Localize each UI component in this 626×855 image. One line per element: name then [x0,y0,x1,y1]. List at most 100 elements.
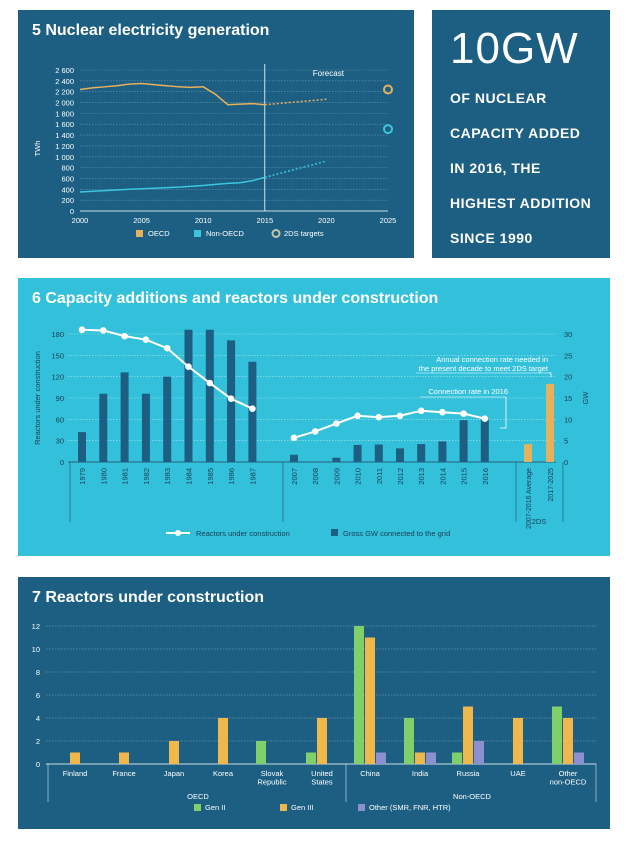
y-tick-label: 6 [36,691,40,700]
reactors-point [417,407,425,415]
x-tick-label: China [360,769,380,778]
highlight-line-5: SINCE 1990 [450,230,533,246]
y-tick-label: 400 [61,185,74,194]
x-tick-label: 1983 [163,468,172,485]
capacity-highlight-panel: 10GW OF NUCLEAR CAPACITY ADDED IN 2016, … [432,10,610,258]
panel6-title: 6 Capacity additions and reactors under … [32,290,439,307]
y-left-tick-label: 180 [51,330,64,339]
forecast-label: Forecast [313,69,345,78]
reactors-line-2007-2016 [293,409,486,439]
gw-bar [141,393,150,462]
bar-other [426,752,436,764]
target-bar [546,383,554,462]
x-tick-label: Other non-OECD [550,769,587,787]
y-left-tick-label: 90 [56,394,64,403]
legend-label-other: Other (SMR, FNR, HTR) [369,803,451,812]
y-left-tick-label: 150 [51,351,64,360]
y-left-tick-label: 60 [56,415,64,424]
reactors-point [375,413,383,421]
x-tick-label: 2010 [195,216,212,225]
y-right-tick-label: 10 [564,415,572,424]
gw-bar [438,441,447,462]
x-tick-label: 1982 [142,468,151,485]
y-left-tick-label: 0 [60,458,64,467]
reactors-point [249,405,256,412]
y-tick-label: 1 400 [55,131,74,140]
x-tick-label: 1984 [185,468,194,485]
bar-other [574,752,584,764]
bar-gen2 [404,718,414,764]
bar-gen2 [306,752,316,764]
y-right-axis-label: GW [581,391,590,405]
bar-gen2 [452,752,462,764]
annotation-pointer [500,397,507,429]
panel7-title: 7 Reactors under construction [32,589,265,606]
capacity-additions-chart: 0 30 60 90 120 150 180 0 5 10 15 20 25 30 Reactors und… [33,326,590,538]
reactors-point [439,408,446,416]
x-tick-label: 1986 [227,468,236,485]
reactors-point [481,415,489,422]
target-bar [524,444,532,462]
group-label-non-oecd: Non-OECD [453,792,492,801]
x-tick-label: 1979 [78,468,87,485]
x-tick-label: United States [311,769,333,787]
x-tick-label: 2015 [460,468,469,485]
reactors-construction-panel: 7 Reactors under construction 0 2 4 6 8 10 12 F… [18,577,610,829]
gw-bar [205,329,214,462]
y-left-tick-label: 30 [56,437,64,446]
target-group-label: 2DS [532,517,547,526]
target-tick-label: 2017-2025 [548,468,555,502]
y-right-tick-label: 0 [564,458,568,467]
reactors-point [142,336,150,343]
legend-swatch-non-oecd [194,230,201,237]
x-tick-label: Japan [164,769,184,778]
y-tick-label: 600 [61,174,74,183]
y-tick-label: 1 000 [55,153,74,162]
gw-bar [353,444,362,462]
x-tick-label: 2012 [396,468,405,485]
reactors-point [396,412,404,420]
reactors-point [206,379,214,387]
y-tick-label: 2 600 [55,66,74,75]
x-tick-label: UAE [510,769,525,778]
reactors-point [354,412,361,420]
reactors-point [290,434,298,442]
series-line-oecd [79,82,265,106]
bar-gen3 [317,718,327,764]
legend-label-gen3: Gen III [291,803,314,812]
bar-gen3 [365,637,375,764]
legend-swatch-gen2 [194,804,201,811]
y-tick-label: 8 [36,668,40,677]
reactors-point [460,410,467,417]
bar-gen3 [463,706,473,764]
y-right-tick-label: 20 [564,373,572,382]
gw-bar [480,419,489,462]
legend-label-targets: 2DS targets [284,229,324,238]
reactors-point [185,363,192,371]
bar-gen3 [70,752,80,764]
highlight-line-3: IN 2016, THE [450,160,541,176]
x-tick-label: 2005 [133,216,150,225]
x-tick-label: 2008 [311,468,320,485]
x-tick-label: 2013 [417,468,426,485]
x-tick-label: 1987 [248,468,257,485]
y-tick-label: 12 [32,622,40,631]
legend-label-gw: Gross GW connected to the grid [343,529,450,538]
panel5-title: 5 Nuclear electricity generation [32,22,270,39]
x-tick-label: France [112,769,135,778]
y-tick-label: 1 200 [55,142,74,151]
y-axis-label: TWh [33,141,42,157]
y-left-tick-label: 120 [51,373,64,382]
x-tick-label: 2015 [256,216,273,225]
bar-gen2 [256,741,266,764]
highlight-line-2: CAPACITY ADDED [450,125,581,141]
nuclear-generation-panel: 5 Nuclear electricity generation 0 200 400… [18,10,414,258]
legend-swatch-gen3 [280,804,287,811]
legend-label-oecd: OECD [148,229,170,238]
reactors-construction-chart: 0 2 4 6 8 10 12 Finland France Japan Korea Slovak Re… [32,622,597,812]
bar-gen2 [354,626,364,764]
legend-label-reactors: Reactors under construction [196,529,290,538]
gw-bar [417,444,426,462]
x-tick-label: Russia [457,769,481,778]
